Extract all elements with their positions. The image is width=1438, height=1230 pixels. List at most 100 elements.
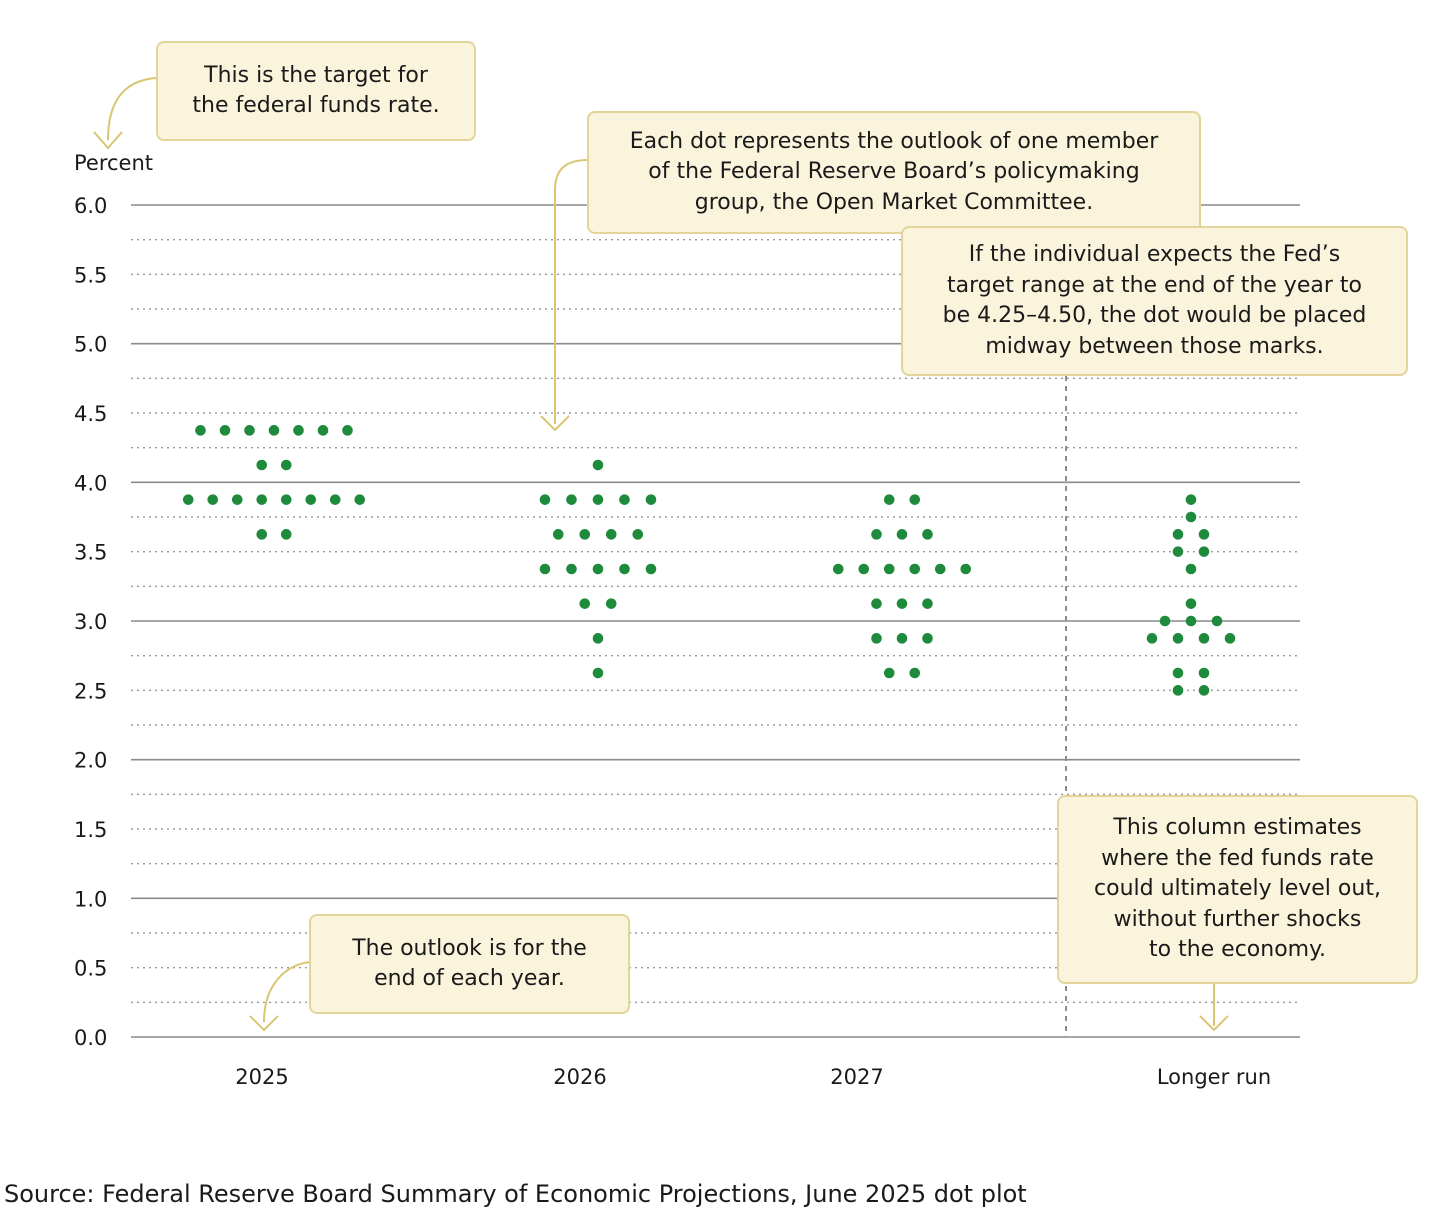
dot bbox=[896, 529, 908, 540]
dot bbox=[317, 425, 329, 436]
dot bbox=[305, 494, 317, 505]
callout-line: be 4.25–4.50, the dot would be placed bbox=[942, 303, 1367, 328]
y-tick-label: 1.5 bbox=[74, 818, 107, 842]
callout-text: The outlook is for the end of each year. bbox=[352, 934, 587, 995]
dot bbox=[207, 494, 219, 505]
dot bbox=[182, 494, 194, 505]
dot bbox=[909, 494, 921, 505]
callout-target: This is the target for the federal funds … bbox=[156, 41, 476, 141]
dot bbox=[960, 563, 972, 575]
dot bbox=[883, 667, 895, 679]
dot bbox=[832, 563, 844, 575]
x-tick-label: 2025 bbox=[235, 1065, 288, 1089]
y-tick-label: 5.0 bbox=[74, 333, 107, 357]
dot bbox=[922, 598, 933, 609]
dot bbox=[858, 563, 870, 575]
y-tick-label: 6.0 bbox=[74, 194, 107, 218]
dot bbox=[592, 633, 604, 644]
dot bbox=[1211, 615, 1223, 627]
dot bbox=[896, 633, 908, 644]
dot bbox=[1185, 615, 1197, 627]
arrow-target bbox=[107, 77, 158, 141]
dot bbox=[280, 529, 292, 540]
x-axis-ticks: 2025 2026 2027 Longer run bbox=[235, 1065, 1271, 1089]
callout-text: This column estimates where the fed funds… bbox=[1094, 813, 1381, 966]
dot bbox=[256, 459, 268, 471]
y-axis-ticks: 0.0 0.5 1.0 1.5 2.0 2.5 3.0 3.5 4.0 4.5 5.0 5.5 6.0 bbox=[74, 194, 107, 1050]
arrow-dot-head bbox=[540, 415, 570, 432]
x-tick-label: Longer run bbox=[1157, 1065, 1271, 1089]
callout-line: If the individual expects the Fed’s bbox=[968, 242, 1341, 267]
dot bbox=[1224, 633, 1236, 644]
y-tick-label: 2.5 bbox=[74, 679, 107, 703]
dot bbox=[1185, 494, 1197, 505]
dot bbox=[329, 494, 341, 505]
dot bbox=[1159, 615, 1171, 627]
callout-arrows bbox=[93, 77, 1229, 1032]
dot bbox=[231, 494, 243, 505]
y-tick-label: 0.5 bbox=[74, 957, 107, 981]
dot bbox=[579, 598, 591, 609]
dot bbox=[871, 529, 882, 540]
arrow-outlook bbox=[263, 961, 311, 1023]
callout-line: could ultimately level out, bbox=[1094, 876, 1381, 902]
dot bbox=[592, 563, 604, 575]
dot bbox=[1198, 633, 1210, 644]
dot bbox=[219, 425, 231, 436]
y-axis-label: Percent bbox=[74, 151, 153, 175]
arrow-dot bbox=[554, 159, 589, 424]
dot bbox=[256, 494, 268, 505]
dot bbox=[592, 459, 604, 471]
callout-dot-meaning: Each dot represents the outlook of one m… bbox=[587, 111, 1201, 234]
dot bbox=[1185, 598, 1197, 609]
dot bbox=[566, 494, 577, 505]
callout-line: target range at the end of the year to bbox=[947, 272, 1362, 298]
callout-line: of the Federal Reserve Board’s policymak… bbox=[648, 159, 1140, 185]
callout-text: If the individual expects the Fed’s targe… bbox=[943, 240, 1367, 362]
dot bbox=[909, 667, 921, 679]
callout-line: This column estimates bbox=[1113, 815, 1362, 841]
arrow-outlook-head bbox=[249, 1015, 279, 1032]
callout-line: Each dot represents the outlook of one m… bbox=[629, 128, 1159, 154]
dot bbox=[1198, 546, 1210, 557]
dot bbox=[1198, 685, 1210, 696]
dot bbox=[1172, 633, 1184, 644]
y-tick-label: 4.5 bbox=[74, 402, 107, 426]
dot bbox=[645, 494, 657, 505]
dot bbox=[256, 529, 268, 540]
dot bbox=[1172, 667, 1184, 679]
y-tick-label: 1.0 bbox=[74, 887, 107, 911]
dot bbox=[605, 529, 617, 540]
callout-line: group, the Open Market Committee. bbox=[694, 189, 1094, 215]
y-tick-label: 3.0 bbox=[74, 610, 107, 634]
dot bbox=[1172, 529, 1184, 540]
dots-layer bbox=[182, 425, 1236, 696]
dot bbox=[1185, 511, 1197, 523]
dot bbox=[579, 529, 591, 540]
callout-year-end: The outlook is for the end of each year. bbox=[309, 914, 630, 1014]
dot bbox=[268, 425, 280, 436]
dot bbox=[539, 494, 551, 505]
callout-line: midway between those marks. bbox=[985, 333, 1324, 359]
dot bbox=[195, 425, 206, 436]
y-tick-label: 5.5 bbox=[74, 263, 107, 287]
dot bbox=[1185, 563, 1197, 575]
source-note: Source: Federal Reserve Board Summary of… bbox=[4, 1180, 1027, 1208]
x-tick-label: 2027 bbox=[830, 1065, 883, 1089]
dot bbox=[280, 494, 292, 505]
dot bbox=[896, 598, 908, 609]
dot bbox=[645, 563, 657, 575]
dot bbox=[922, 633, 933, 644]
dot bbox=[934, 563, 946, 575]
dot bbox=[1172, 546, 1184, 557]
callout-text: This is the target for the federal funds … bbox=[192, 61, 439, 122]
gridlines bbox=[131, 204, 1300, 1038]
dot bbox=[592, 494, 604, 505]
y-tick-label: 0.0 bbox=[74, 1026, 107, 1050]
dot bbox=[354, 494, 366, 505]
dot bbox=[293, 425, 304, 436]
arrow-longrun-head bbox=[1199, 1015, 1229, 1032]
callout-range-example: If the individual expects the Fed’s targe… bbox=[901, 226, 1408, 376]
dot bbox=[342, 425, 353, 436]
